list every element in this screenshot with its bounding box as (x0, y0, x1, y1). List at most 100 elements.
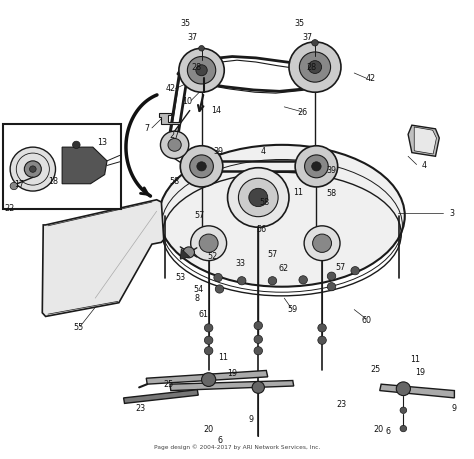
Circle shape (204, 347, 213, 355)
Text: 23: 23 (336, 400, 346, 409)
Text: 57: 57 (336, 263, 346, 272)
Circle shape (295, 146, 337, 187)
Polygon shape (62, 147, 107, 184)
Text: Page design © 2004-2017 by ARI Network Services, Inc.: Page design © 2004-2017 by ARI Network S… (154, 444, 320, 450)
Text: 6: 6 (386, 427, 391, 436)
Polygon shape (159, 113, 180, 124)
Text: 19: 19 (415, 368, 425, 377)
Circle shape (318, 336, 326, 344)
Text: 56: 56 (256, 225, 267, 234)
Text: 8: 8 (194, 294, 200, 302)
Text: 42: 42 (166, 84, 176, 93)
Circle shape (29, 166, 36, 172)
Text: 6: 6 (218, 437, 223, 445)
Bar (3, 124, 121, 209)
Circle shape (179, 48, 224, 92)
Text: 60: 60 (362, 316, 372, 325)
Polygon shape (146, 370, 268, 384)
Circle shape (187, 56, 216, 84)
Text: 55: 55 (73, 324, 84, 332)
Text: 57: 57 (194, 211, 204, 220)
Circle shape (312, 162, 321, 171)
Text: 11: 11 (410, 355, 420, 364)
Circle shape (24, 161, 41, 177)
Circle shape (196, 65, 207, 76)
Text: 9: 9 (249, 415, 254, 424)
Text: 23: 23 (135, 404, 145, 414)
Text: 7: 7 (145, 124, 150, 133)
Polygon shape (170, 381, 294, 391)
Text: 37: 37 (187, 33, 197, 42)
Text: 25: 25 (370, 364, 381, 374)
Polygon shape (42, 200, 164, 316)
Text: 28: 28 (306, 62, 316, 72)
Text: 17: 17 (15, 180, 25, 189)
Text: 9: 9 (452, 404, 457, 414)
Text: 28: 28 (192, 62, 202, 72)
Text: 25: 25 (164, 380, 173, 389)
Text: 11: 11 (293, 188, 303, 197)
Circle shape (10, 182, 18, 190)
Polygon shape (408, 125, 439, 156)
Circle shape (318, 324, 326, 332)
Circle shape (313, 234, 331, 252)
Circle shape (204, 336, 213, 344)
Circle shape (309, 61, 321, 73)
Text: 58: 58 (170, 177, 180, 186)
Circle shape (197, 162, 206, 171)
Text: 10: 10 (182, 97, 192, 106)
Circle shape (73, 141, 80, 149)
Circle shape (351, 267, 359, 275)
Circle shape (252, 381, 264, 393)
Text: 18: 18 (48, 177, 58, 186)
Text: 13: 13 (97, 138, 107, 147)
Circle shape (214, 274, 222, 282)
Circle shape (199, 45, 204, 51)
Polygon shape (124, 390, 198, 403)
Circle shape (215, 285, 224, 293)
Text: 39: 39 (213, 147, 223, 156)
Text: 3: 3 (449, 209, 455, 218)
Text: 53: 53 (175, 273, 185, 282)
Text: 39: 39 (327, 166, 337, 174)
Text: 19: 19 (227, 369, 237, 378)
Text: 14: 14 (211, 106, 221, 115)
Text: 58: 58 (259, 198, 270, 207)
Polygon shape (180, 249, 190, 259)
Text: 58: 58 (327, 189, 337, 198)
Circle shape (249, 188, 268, 207)
Circle shape (299, 276, 308, 284)
Text: 62: 62 (278, 264, 288, 273)
Circle shape (254, 347, 263, 355)
Text: 4: 4 (421, 161, 426, 170)
Circle shape (400, 425, 407, 432)
Circle shape (190, 155, 213, 178)
Circle shape (204, 324, 213, 332)
Text: 57: 57 (267, 250, 278, 259)
Text: 54: 54 (193, 285, 203, 294)
Text: 33: 33 (236, 259, 246, 269)
Text: 20: 20 (374, 425, 384, 434)
Text: 26: 26 (297, 108, 307, 118)
Circle shape (160, 131, 189, 158)
Polygon shape (380, 384, 455, 398)
Circle shape (238, 178, 278, 217)
Text: 59: 59 (288, 305, 298, 314)
Circle shape (327, 272, 336, 280)
Text: 20: 20 (203, 425, 214, 434)
Circle shape (183, 247, 194, 258)
Text: 27: 27 (170, 131, 180, 140)
Circle shape (327, 283, 336, 291)
Text: 11: 11 (218, 353, 228, 362)
Circle shape (289, 42, 341, 92)
Circle shape (300, 52, 330, 82)
Ellipse shape (159, 145, 405, 287)
Text: 37: 37 (303, 33, 313, 42)
Circle shape (191, 226, 227, 261)
Text: 35: 35 (295, 19, 305, 28)
Circle shape (201, 373, 216, 386)
Circle shape (268, 277, 277, 285)
Circle shape (254, 321, 263, 330)
Circle shape (305, 155, 328, 178)
Text: 52: 52 (207, 252, 218, 262)
